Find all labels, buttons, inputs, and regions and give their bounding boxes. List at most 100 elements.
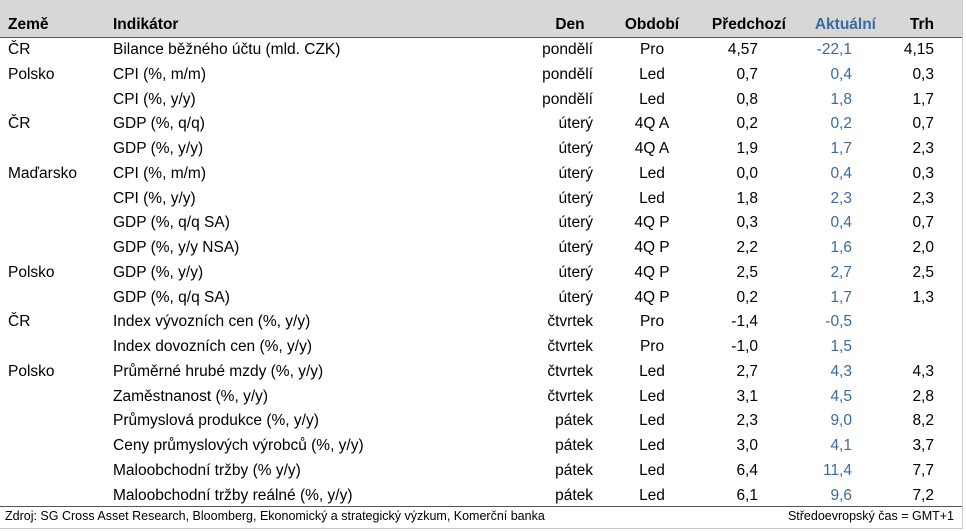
cell-country: ČR	[8, 313, 31, 331]
header-market: Trh	[909, 16, 934, 33]
cell-country: ČR	[8, 41, 31, 58]
cell-actual: -0,5	[825, 313, 852, 331]
cell-period: Led	[639, 90, 665, 108]
cell-period: 4Q P	[634, 263, 670, 281]
cell-day: úterý	[558, 288, 593, 306]
cell-day: pondělí	[542, 90, 593, 108]
cell-previous: 0,3	[736, 214, 758, 232]
table-row: ČR GDP (%, q/q) úterý 4Q A 0,2 0,2 0,7	[0, 112, 962, 137]
cell-day: čtvrtek	[547, 362, 593, 380]
cell-period: Led	[639, 461, 665, 479]
cell-previous: 1,9	[736, 140, 758, 157]
cell-actual: 4,3	[830, 362, 852, 380]
cell-indicator: CPI (%, y/y)	[113, 90, 196, 108]
cell-market: 0,7	[912, 214, 934, 232]
cell-previous: 0,2	[736, 115, 758, 133]
cell-period: 4Q P	[634, 214, 670, 232]
header-divider	[0, 37, 962, 38]
cell-day: úterý	[558, 239, 593, 256]
cell-indicator: Bilance běžného účtu (mld. CZK)	[113, 41, 341, 58]
cell-period: Led	[639, 486, 665, 504]
cell-period: Led	[639, 362, 665, 380]
table-row: Maloobchodní tržby reálné (%, y/y) pátek L…	[0, 484, 962, 509]
cell-actual: 0,4	[830, 164, 852, 182]
table-row: Index dovozních cen (%, y/y) čtvrtek Pro -1…	[0, 335, 962, 360]
cell-actual: 0,2	[830, 115, 852, 133]
cell-previous: 6,1	[736, 486, 758, 504]
cell-actual: 2,7	[830, 263, 852, 281]
cell-market: 2,0	[912, 239, 934, 256]
cell-previous: 4,57	[727, 41, 758, 58]
cell-previous: 1,8	[736, 189, 758, 207]
cell-previous: 2,3	[736, 412, 758, 430]
cell-indicator: GDP (%, y/y NSA)	[113, 239, 240, 256]
cell-country: ČR	[8, 115, 31, 133]
cell-market: 0,3	[912, 65, 934, 83]
cell-indicator: GDP (%, q/q SA)	[113, 288, 230, 306]
header-previous: Předchozí	[711, 16, 786, 33]
cell-actual: 11,4	[822, 461, 852, 479]
table-row: CPI (%, y/y) pondělí Led 0,8 1,8 1,7	[0, 88, 962, 113]
cell-market: 1,3	[912, 288, 934, 306]
table-row: Maloobchodní tržby (% y/y) pátek Led 6,4 11,…	[0, 459, 962, 484]
table-row: GDP (%, y/y NSA) úterý 4Q P 2,2 1,6 2,0	[0, 236, 962, 261]
cell-market: 4,15	[903, 41, 934, 58]
cell-day: pátek	[555, 412, 593, 430]
cell-indicator: Index dovozních cen (%, y/y)	[113, 338, 313, 355]
header-actual: Aktuální	[814, 16, 876, 33]
cell-indicator: Průměrné hrubé mzdy (%, y/y)	[113, 362, 324, 380]
cell-actual: 1,8	[830, 90, 852, 108]
cell-indicator: CPI (%, y/y)	[113, 189, 196, 207]
cell-market: 2,5	[912, 263, 934, 281]
cell-previous: 0,7	[736, 65, 758, 83]
cell-indicator: Průmyslová produkce (%, y/y)	[113, 412, 319, 430]
cell-indicator: Index vývozních cen (%, y/y)	[113, 313, 311, 331]
cell-country: Polsko	[8, 65, 55, 83]
table-row: ČR Bilance běžného účtu (mld. CZK) pondělí…	[0, 38, 962, 63]
cell-actual: 1,7	[830, 288, 852, 306]
cell-period: Led	[639, 437, 665, 454]
cell-previous: 0,2	[736, 288, 758, 306]
cell-period: 4Q P	[634, 288, 670, 306]
cell-day: pondělí	[542, 41, 593, 58]
cell-previous: 0,8	[736, 90, 758, 108]
table-row: Průmyslová produkce (%, y/y) pátek Led 2,3 9…	[0, 409, 962, 434]
cell-indicator: Ceny průmyslových výrobců (%, y/y)	[113, 437, 364, 454]
cell-period: Led	[639, 189, 665, 207]
cell-day: čtvrtek	[547, 387, 593, 405]
cell-day: úterý	[558, 164, 593, 182]
cell-day: čtvrtek	[547, 313, 593, 331]
table-row: Maďarsko CPI (%, m/m) úterý Led 0,0 0,4 0,3	[0, 162, 962, 187]
table-row: GDP (%, q/q SA) úterý 4Q P 0,3 0,4 0,7	[0, 211, 962, 236]
cell-day: úterý	[558, 214, 593, 232]
table-header-background	[0, 0, 962, 37]
cell-country: Polsko	[8, 263, 55, 281]
cell-period: Led	[639, 412, 665, 430]
cell-country: Maďarsko	[8, 164, 77, 182]
cell-period: Pro	[639, 41, 665, 58]
cell-period: Led	[639, 65, 665, 83]
cell-previous: 6,4	[736, 461, 758, 479]
cell-indicator: GDP (%, y/y)	[113, 263, 204, 281]
cell-indicator: CPI (%, m/m)	[113, 65, 206, 83]
timezone-note: Středoevropský čas = GMT+1	[787, 509, 954, 523]
cell-previous: 3,0	[736, 437, 758, 454]
cell-market: 3,7	[912, 437, 934, 454]
cell-market: 7,2	[912, 486, 934, 504]
table-row: Zaměstnanost (%, y/y) čtvrtek Led 3,1 4,5 2,8	[0, 385, 962, 410]
cell-day: pondělí	[542, 65, 593, 83]
table-row: ČR Index vývozních cen (%, y/y) čtvrtek Pro…	[0, 310, 962, 335]
cell-period: Pro	[639, 338, 665, 355]
cell-indicator: GDP (%, q/q SA)	[113, 214, 230, 232]
cell-actual: 2,3	[830, 189, 852, 207]
source-note: Zdroj: SG Cross Asset Research, Bloomber…	[5, 509, 545, 523]
header-indicator: Indikátor	[113, 16, 179, 33]
cell-day: úterý	[558, 263, 593, 281]
cell-indicator: GDP (%, y/y)	[113, 140, 204, 157]
cell-period: 4Q A	[634, 140, 670, 157]
cell-market: 0,7	[912, 115, 934, 133]
cell-country: Polsko	[8, 362, 55, 380]
cell-actual: 0,4	[830, 214, 852, 232]
cell-market: 7,7	[912, 461, 934, 479]
